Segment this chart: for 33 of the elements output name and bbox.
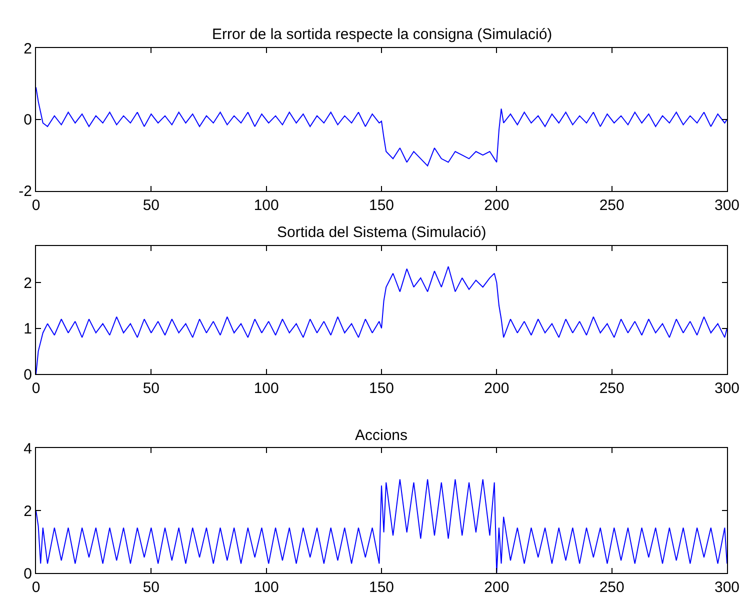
x-tick-label: 100 [254, 579, 279, 596]
x-tick-label: 100 [254, 196, 279, 214]
x-tick-label: 50 [142, 380, 160, 398]
y-tick-label: 4 [24, 440, 32, 458]
x-tick-label: 150 [368, 196, 394, 214]
x-tick-label: 250 [599, 196, 624, 214]
line-series [36, 266, 727, 374]
line-series [36, 478, 727, 573]
x-tick-label: 50 [142, 579, 160, 596]
y-tick-label: -2 [18, 183, 32, 200]
line-series [36, 86, 727, 166]
x-tick-label: 200 [484, 380, 510, 398]
y-tick-label: 1 [24, 320, 32, 338]
x-tick-label: 150 [368, 579, 394, 596]
x-tick-label: 300 [714, 196, 740, 214]
y-tick-label: 0 [24, 112, 32, 129]
chart-title: Accions [355, 427, 408, 444]
x-tick-label: 200 [484, 196, 510, 214]
x-tick-label: 200 [484, 579, 510, 596]
x-tick-label: 250 [599, 579, 624, 596]
x-tick-label: 100 [254, 380, 279, 398]
x-tick-label: 250 [599, 380, 624, 398]
y-tick-label: 0 [24, 565, 32, 582]
x-tick-label: 50 [142, 196, 160, 214]
y-tick-label: 0 [24, 366, 32, 384]
x-tick-label: 150 [368, 380, 394, 398]
y-tick-label: 2 [24, 274, 32, 292]
x-tick-label: 300 [714, 579, 740, 596]
y-tick-label: 2 [24, 502, 32, 520]
chart-title: Sortida del Sistema (Simulació) [277, 224, 486, 241]
y-tick-label: 2 [24, 40, 32, 58]
chart-title: Error de la sortida respecte la consigna (Simulació) [212, 26, 552, 43]
x-tick-label: 300 [714, 380, 740, 398]
